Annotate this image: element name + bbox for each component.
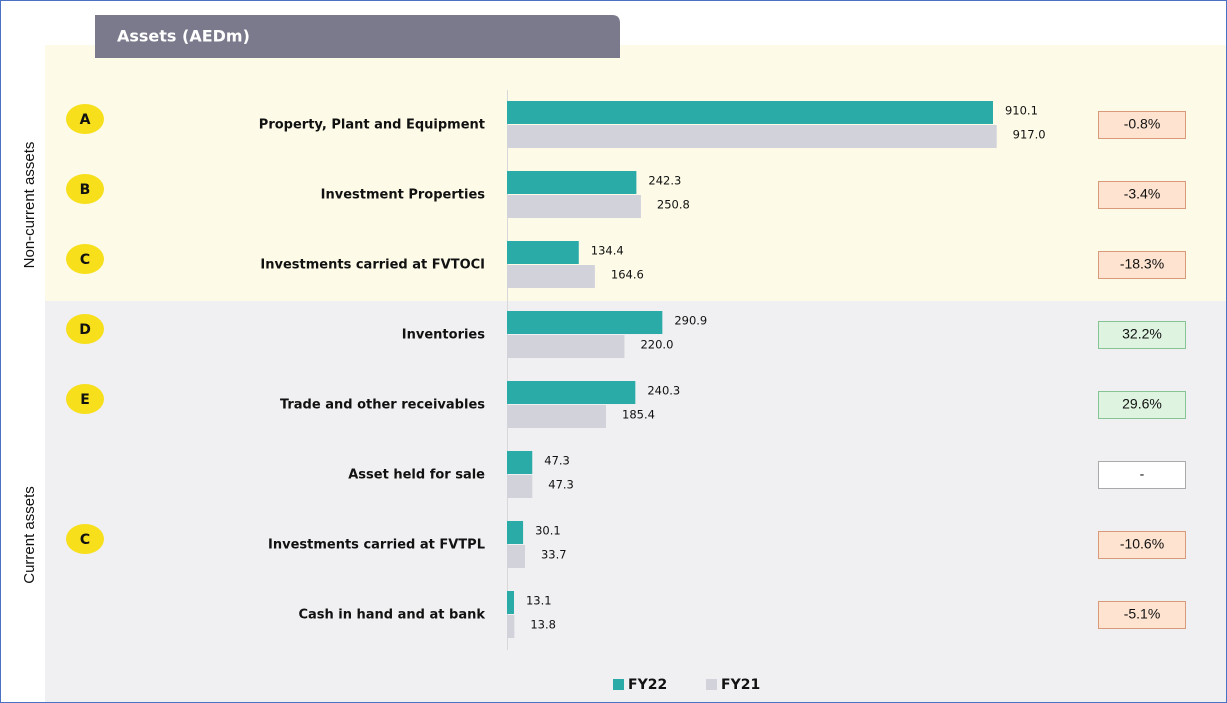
change-box [1098, 461, 1186, 489]
badge-label: C [80, 532, 90, 548]
section-label: Non-current assets [21, 142, 38, 269]
category-label: Investments carried at FVTPL [268, 538, 485, 553]
value-label: 240.3 [647, 384, 680, 398]
value-label: 30.1 [535, 524, 561, 538]
change-label: 32.2% [1122, 326, 1162, 342]
legend-swatch [613, 679, 624, 690]
legend-label: FY22 [628, 677, 667, 693]
bar [507, 311, 663, 334]
badge [66, 314, 104, 344]
badge [66, 384, 104, 414]
badge-label: D [79, 322, 91, 338]
value-label: 917.0 [1013, 128, 1046, 142]
change-box [1098, 321, 1186, 349]
badge [66, 104, 104, 134]
value-label: 910.1 [1005, 104, 1038, 118]
section-label: Current assets [21, 486, 38, 584]
badge [66, 524, 104, 554]
bar [507, 475, 533, 498]
change-label: -5.1% [1124, 606, 1161, 622]
category-label: Trade and other receivables [280, 398, 485, 413]
value-label: 242.3 [648, 174, 681, 188]
change-box [1098, 601, 1186, 629]
change-box [1098, 531, 1186, 559]
badge [66, 244, 104, 274]
bar [507, 521, 524, 544]
change-label: - [1140, 466, 1145, 482]
chart-title: Assets (AEDm) [117, 27, 250, 46]
change-label: -10.6% [1120, 536, 1164, 552]
badge [66, 174, 104, 204]
value-label: 33.7 [541, 548, 567, 562]
bar [507, 335, 625, 358]
badge-label: C [80, 252, 90, 268]
badge-label: A [80, 112, 91, 128]
legend-swatch [706, 679, 717, 690]
bar [507, 265, 595, 288]
bar [507, 241, 579, 264]
change-box [1098, 251, 1186, 279]
category-label: Inventories [402, 328, 485, 343]
bar [507, 405, 607, 428]
category-label: Cash in hand and at bank [298, 608, 485, 623]
bar [507, 101, 993, 124]
change-box [1098, 391, 1186, 419]
change-label: -0.8% [1124, 116, 1161, 132]
category-label: Property, Plant and Equipment [259, 118, 485, 133]
value-label: 185.4 [622, 408, 655, 422]
current-band [45, 301, 1227, 703]
change-box [1098, 111, 1186, 139]
bar [507, 545, 525, 568]
category-label: Investment Properties [321, 188, 486, 203]
value-label: 290.9 [674, 314, 707, 328]
value-label: 47.3 [548, 478, 574, 492]
category-label: Asset held for sale [348, 468, 485, 483]
legend-label: FY21 [721, 677, 760, 693]
value-label: 164.6 [611, 268, 644, 282]
change-label: -3.4% [1124, 186, 1161, 202]
title-tab [95, 15, 620, 58]
change-box [1098, 181, 1186, 209]
bar [507, 195, 641, 218]
bar [507, 171, 637, 194]
value-label: 220.0 [640, 338, 673, 352]
value-label: 134.4 [591, 244, 624, 258]
value-label: 13.1 [526, 594, 552, 608]
bar [507, 591, 514, 614]
bar [507, 451, 533, 474]
value-label: 47.3 [544, 454, 570, 468]
category-label: Investments carried at FVTOCI [260, 258, 485, 273]
badge-label: B [80, 182, 91, 198]
value-label: 250.8 [657, 198, 690, 212]
bar [507, 125, 997, 148]
change-label: 29.6% [1122, 396, 1162, 412]
bar [507, 615, 515, 638]
change-label: -18.3% [1120, 256, 1164, 272]
value-label: 13.8 [530, 618, 556, 632]
badge-label: E [80, 392, 90, 408]
bar [507, 381, 636, 404]
